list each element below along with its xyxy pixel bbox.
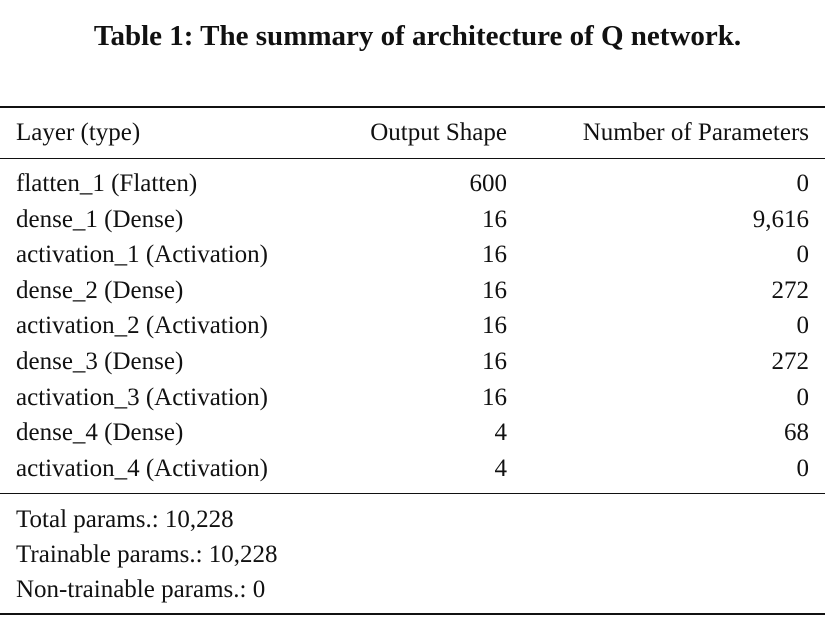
top-rule [0, 106, 825, 108]
cell-num-params: 0 [796, 170, 810, 197]
cell-layer: activation_4 (Activation) [16, 454, 269, 482]
cell-num-params: 272 [771, 276, 810, 304]
table-row: flatten_1 (Flatten) 600 0 [0, 166, 825, 202]
cell-output-shape: 600 [469, 170, 508, 197]
header-output-shape: Output Shape [370, 119, 507, 146]
cell-num-params: 272 [771, 347, 810, 375]
table-body: flatten_1 (Flatten) 600 0 dense_1 (Dense… [0, 166, 825, 486]
table-row: dense_4 (Dense) 4 68 [0, 415, 825, 451]
trainable-params: Trainable params.: 10,228 [16, 541, 278, 568]
cell-output-shape: 4 [494, 454, 508, 482]
table-row: activation_1 (Activation) 16 0 [0, 237, 825, 273]
table-row: dense_3 (Dense) 16 272 [0, 344, 825, 380]
cell-layer: dense_4 (Dense) [16, 419, 184, 447]
table-caption: Table 1: The summary of architecture of … [93, 20, 742, 52]
bottom-rule [0, 613, 825, 615]
cell-layer: dense_3 (Dense) [16, 347, 184, 375]
cell-layer: activation_2 (Activation) [16, 312, 269, 340]
non-trainable-params: Non-trainable params.: 0 [16, 576, 266, 603]
cell-output-shape: 4 [494, 419, 508, 447]
mid-rule [0, 493, 825, 494]
table-row: dense_2 (Dense) 16 272 [0, 273, 825, 309]
cell-num-params: 0 [796, 241, 810, 269]
cell-layer: flatten_1 (Flatten) [16, 170, 198, 197]
cell-output-shape: 16 [482, 347, 507, 375]
cell-num-params: 68 [784, 419, 809, 447]
cell-output-shape: 16 [482, 276, 507, 304]
cell-layer: activation_1 (Activation) [16, 241, 269, 269]
header-number-of-parameters: Number of Parameters [582, 119, 809, 146]
cell-output-shape: 16 [482, 383, 507, 411]
table-row: activation_4 (Activation) 4 0 [0, 451, 825, 487]
cell-num-params: 0 [796, 312, 810, 340]
cell-layer: dense_2 (Dense) [16, 276, 184, 304]
params-summary: Total params.: 10,228 Trainable params.:… [16, 502, 278, 607]
cell-output-shape: 16 [482, 312, 507, 340]
header-rule [0, 158, 825, 159]
table-row: dense_1 (Dense) 16 9,616 [0, 202, 825, 238]
total-params: Total params.: 10,228 [16, 506, 234, 533]
cell-layer: activation_3 (Activation) [16, 383, 269, 411]
cell-output-shape: 16 [482, 241, 507, 269]
cell-num-params: 0 [796, 454, 810, 482]
cell-output-shape: 16 [482, 205, 507, 233]
header-layer-type: Layer (type) [16, 119, 141, 146]
table-header-row: Layer (type) Output Shape Number of Para… [0, 113, 825, 153]
cell-num-params: 0 [796, 383, 810, 411]
table-row: activation_3 (Activation) 16 0 [0, 380, 825, 416]
cell-num-params: 9,616 [752, 205, 809, 233]
table-row: activation_2 (Activation) 16 0 [0, 308, 825, 344]
cell-layer: dense_1 (Dense) [16, 205, 184, 233]
